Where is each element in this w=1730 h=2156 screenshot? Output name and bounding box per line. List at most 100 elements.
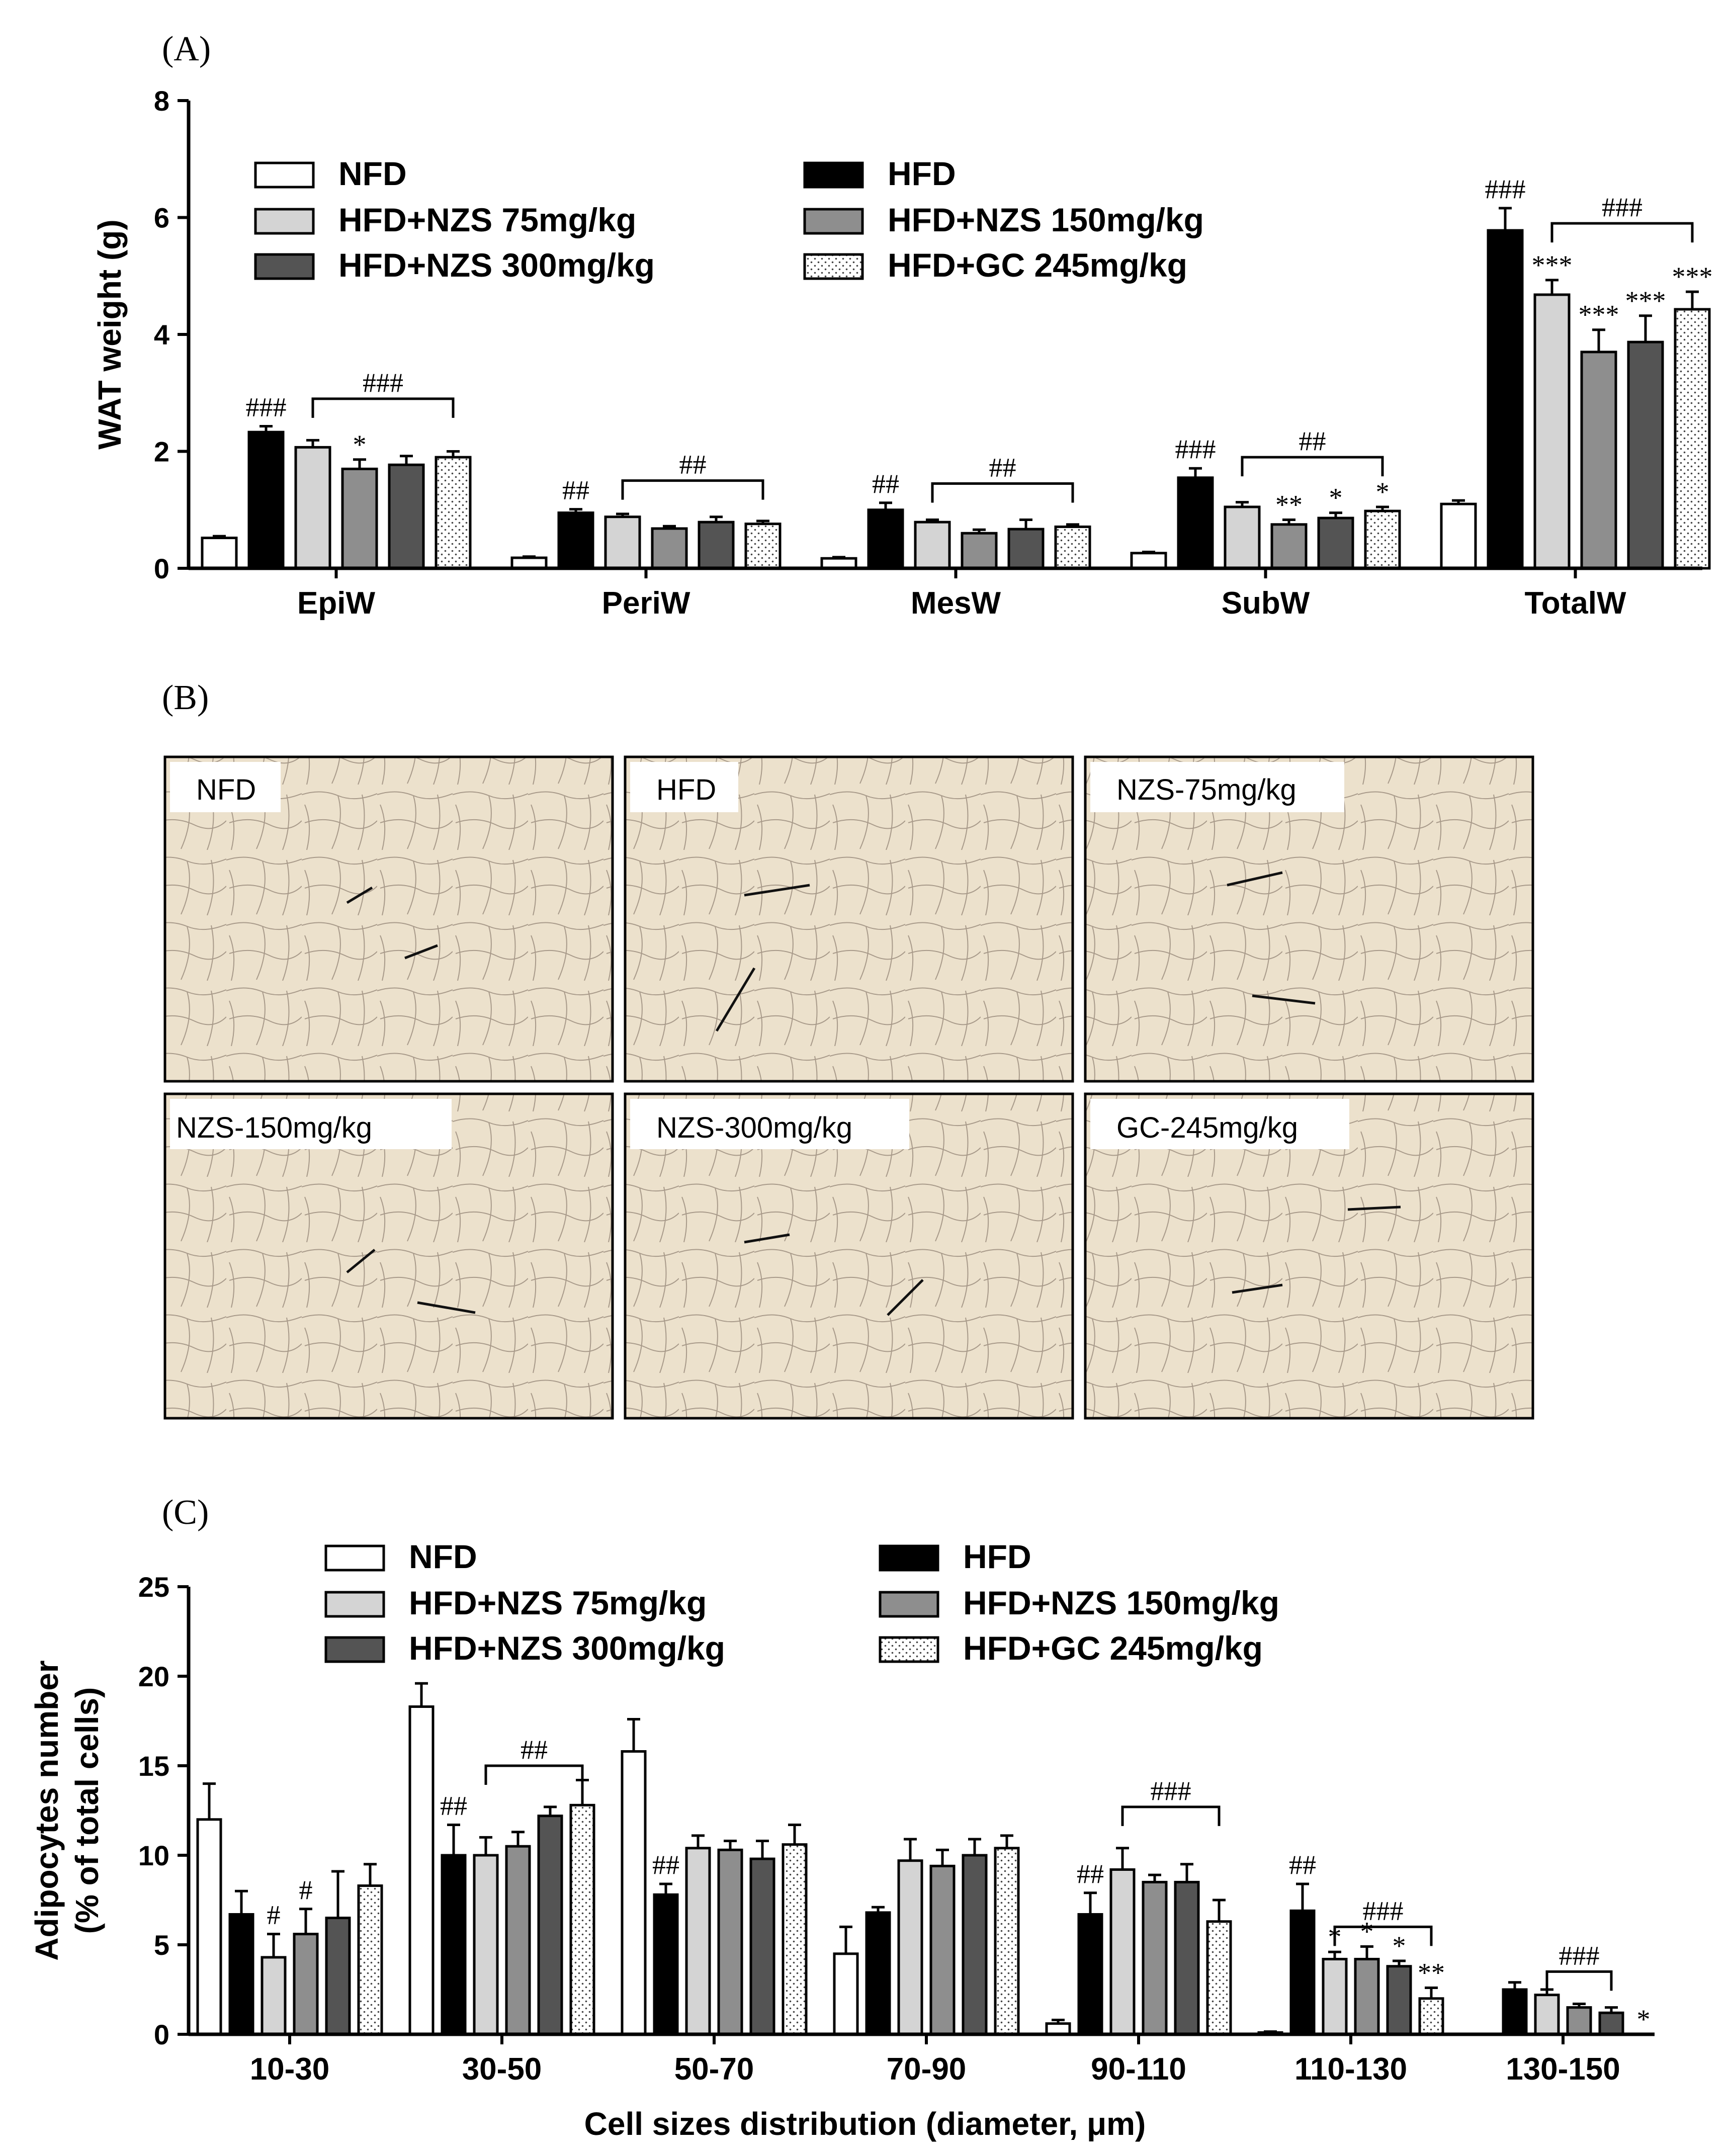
bar-c-130-150-s4 xyxy=(1598,2011,1624,2036)
bar-c-30-50-s2 xyxy=(473,1854,499,2036)
bar-a-totalw-s5 xyxy=(1674,308,1711,570)
comparison-bracket xyxy=(484,1764,584,1785)
micrograph-gc-245: GC-245mg/kg xyxy=(1084,1092,1534,1420)
y-tick-label: 5 xyxy=(154,1929,169,1961)
measure-arrow xyxy=(404,944,438,960)
x-tick-label: 70-90 xyxy=(887,2052,967,2087)
significance-label: * xyxy=(1360,1917,1374,1947)
significance-label: ### xyxy=(246,392,287,422)
bar-c-110-130-s3 xyxy=(1354,1957,1380,2036)
bar-c-130-150-s1 xyxy=(1502,1988,1528,2036)
significance-label: # xyxy=(299,1875,313,1905)
bar-a-mesw-s2 xyxy=(914,521,951,570)
measure-arrow xyxy=(1252,994,1316,1005)
panel-c-label: (C) xyxy=(162,1493,209,1532)
bar-c-10-30-s3 xyxy=(293,1933,319,2036)
significance-label: ### xyxy=(1485,174,1526,204)
legend-label: NFD xyxy=(409,1538,477,1575)
bar-c-70-90-s4 xyxy=(962,1854,988,2036)
comparison-bracket xyxy=(1550,222,1694,243)
legend-swatch xyxy=(879,1636,939,1663)
x-tick-label: TotalW xyxy=(1524,586,1626,621)
significance-label: * xyxy=(1376,477,1390,507)
bar-c-30-50-s4 xyxy=(537,1815,563,2036)
y-tick-label: 15 xyxy=(138,1750,169,1782)
bracket-label: ## xyxy=(521,1735,548,1765)
bar-a-epiw-s0 xyxy=(201,537,238,570)
micrograph-nzs-150: NZS-150mg/kg xyxy=(163,1092,614,1420)
legend-label: HFD xyxy=(963,1538,1031,1575)
y-tick-label: 8 xyxy=(154,85,169,117)
significance-label: ## xyxy=(652,1850,679,1880)
bar-c-10-30-s5 xyxy=(357,1884,383,2036)
chart-c-y-axis-title: Adipocytes number xyxy=(29,1660,65,1960)
significance-label: *** xyxy=(1672,262,1713,292)
x-tick-label: MesW xyxy=(911,586,1001,621)
comparison-bracket xyxy=(1241,456,1384,477)
chart-c-y-axis-title-2: (% of total cells) xyxy=(69,1687,105,1934)
significance-label: ** xyxy=(1275,490,1303,520)
bar-a-totalw-s4 xyxy=(1627,340,1664,570)
legend-label: HFD+NZS 150mg/kg xyxy=(963,1584,1279,1621)
micrograph-nfd: NFD xyxy=(163,755,614,1083)
bar-c-50-70-s0 xyxy=(621,1750,647,2036)
legend-swatch xyxy=(803,208,864,235)
significance-label: * xyxy=(1329,483,1343,513)
bar-c-70-90-s1 xyxy=(865,1911,891,2036)
significance-label: * xyxy=(1393,1931,1406,1961)
y-tick-label: 6 xyxy=(154,202,169,234)
bracket-label: ### xyxy=(363,368,403,398)
legend-label: HFD+NZS 75mg/kg xyxy=(338,201,636,238)
measure-arrow xyxy=(1232,1283,1283,1294)
y-tick-label: 0 xyxy=(154,553,169,584)
bar-c-70-90-s3 xyxy=(929,1864,956,2036)
bar-a-periw-s2 xyxy=(604,515,641,570)
legend-swatch xyxy=(324,1591,385,1618)
bar-c-70-90-s2 xyxy=(897,1859,923,2036)
bar-c-90-110-s1 xyxy=(1077,1913,1103,2036)
significance-label: ** xyxy=(1418,1957,1445,1988)
legend-swatch xyxy=(803,161,864,189)
legend-swatch xyxy=(254,161,315,189)
bar-a-subw-s3 xyxy=(1270,523,1308,570)
bar-c-130-150-s3 xyxy=(1566,2006,1592,2036)
bar-c-90-110-s3 xyxy=(1142,1880,1168,2036)
x-tick-label: 30-50 xyxy=(462,2052,542,2087)
micrograph-hfd: HFD xyxy=(624,755,1074,1083)
legend-swatch xyxy=(324,1636,385,1663)
chart-a-legend: NFD HFD HFD+NZS 75mg/kg HFD+NZS 150mg/kg HFD… xyxy=(254,155,1204,284)
significance-label: ## xyxy=(440,1790,467,1821)
bar-c-30-50-s5 xyxy=(569,1803,595,2036)
bar-a-periw-s4 xyxy=(698,521,735,570)
chart-c-x-ticks: 10-30 30-50 50-70 70-90 90-110 110-130 130-150 xyxy=(250,2034,1620,2087)
significance-label: ## xyxy=(562,475,589,505)
bar-a-subw-s1 xyxy=(1177,476,1214,570)
legend-label: HFD+NZS 75mg/kg xyxy=(409,1584,707,1621)
legend-label: HFD+GC 245mg/kg xyxy=(888,246,1187,284)
x-tick-label: 50-70 xyxy=(674,2052,754,2087)
bracket-label: ### xyxy=(1363,1895,1404,1926)
significance-label: ### xyxy=(1175,434,1216,464)
chart-a-y-ticks: 0 2 4 6 8 xyxy=(154,85,189,584)
chart-c-legend: NFD HFD HFD+NZS 75mg/kg HFD+NZS 150mg/kg HFD… xyxy=(324,1538,1279,1667)
bar-c-130-150-s2 xyxy=(1534,1994,1560,2036)
micrograph-nzs-75-label: NZS-75mg/kg xyxy=(1116,773,1296,806)
bar-c-50-70-s1 xyxy=(653,1893,679,2036)
measure-arrow xyxy=(417,1301,476,1314)
y-tick-label: 4 xyxy=(154,319,169,351)
measure-arrow xyxy=(1347,1205,1401,1211)
chart-a-y-axis-title: WAT weight (g) xyxy=(92,219,128,449)
bar-c-110-130-s4 xyxy=(1386,1965,1412,2036)
bar-c-70-90-s0 xyxy=(833,1952,859,2036)
x-tick-label: 110-130 xyxy=(1294,2052,1407,2087)
x-tick-label: 90-110 xyxy=(1091,2052,1186,2087)
bar-a-epiw-s3 xyxy=(341,467,378,570)
bar-c-110-130-s5 xyxy=(1418,1997,1444,2036)
comparison-bracket xyxy=(621,479,764,500)
y-tick-label: 20 xyxy=(138,1661,169,1692)
measure-arrow xyxy=(887,1279,924,1316)
chart-c-x-axis-title: Cell sizes distribution (diameter, μm) xyxy=(584,2106,1146,2142)
bracket-label: ### xyxy=(1151,1776,1191,1806)
x-tick-label: EpiW xyxy=(297,586,375,621)
